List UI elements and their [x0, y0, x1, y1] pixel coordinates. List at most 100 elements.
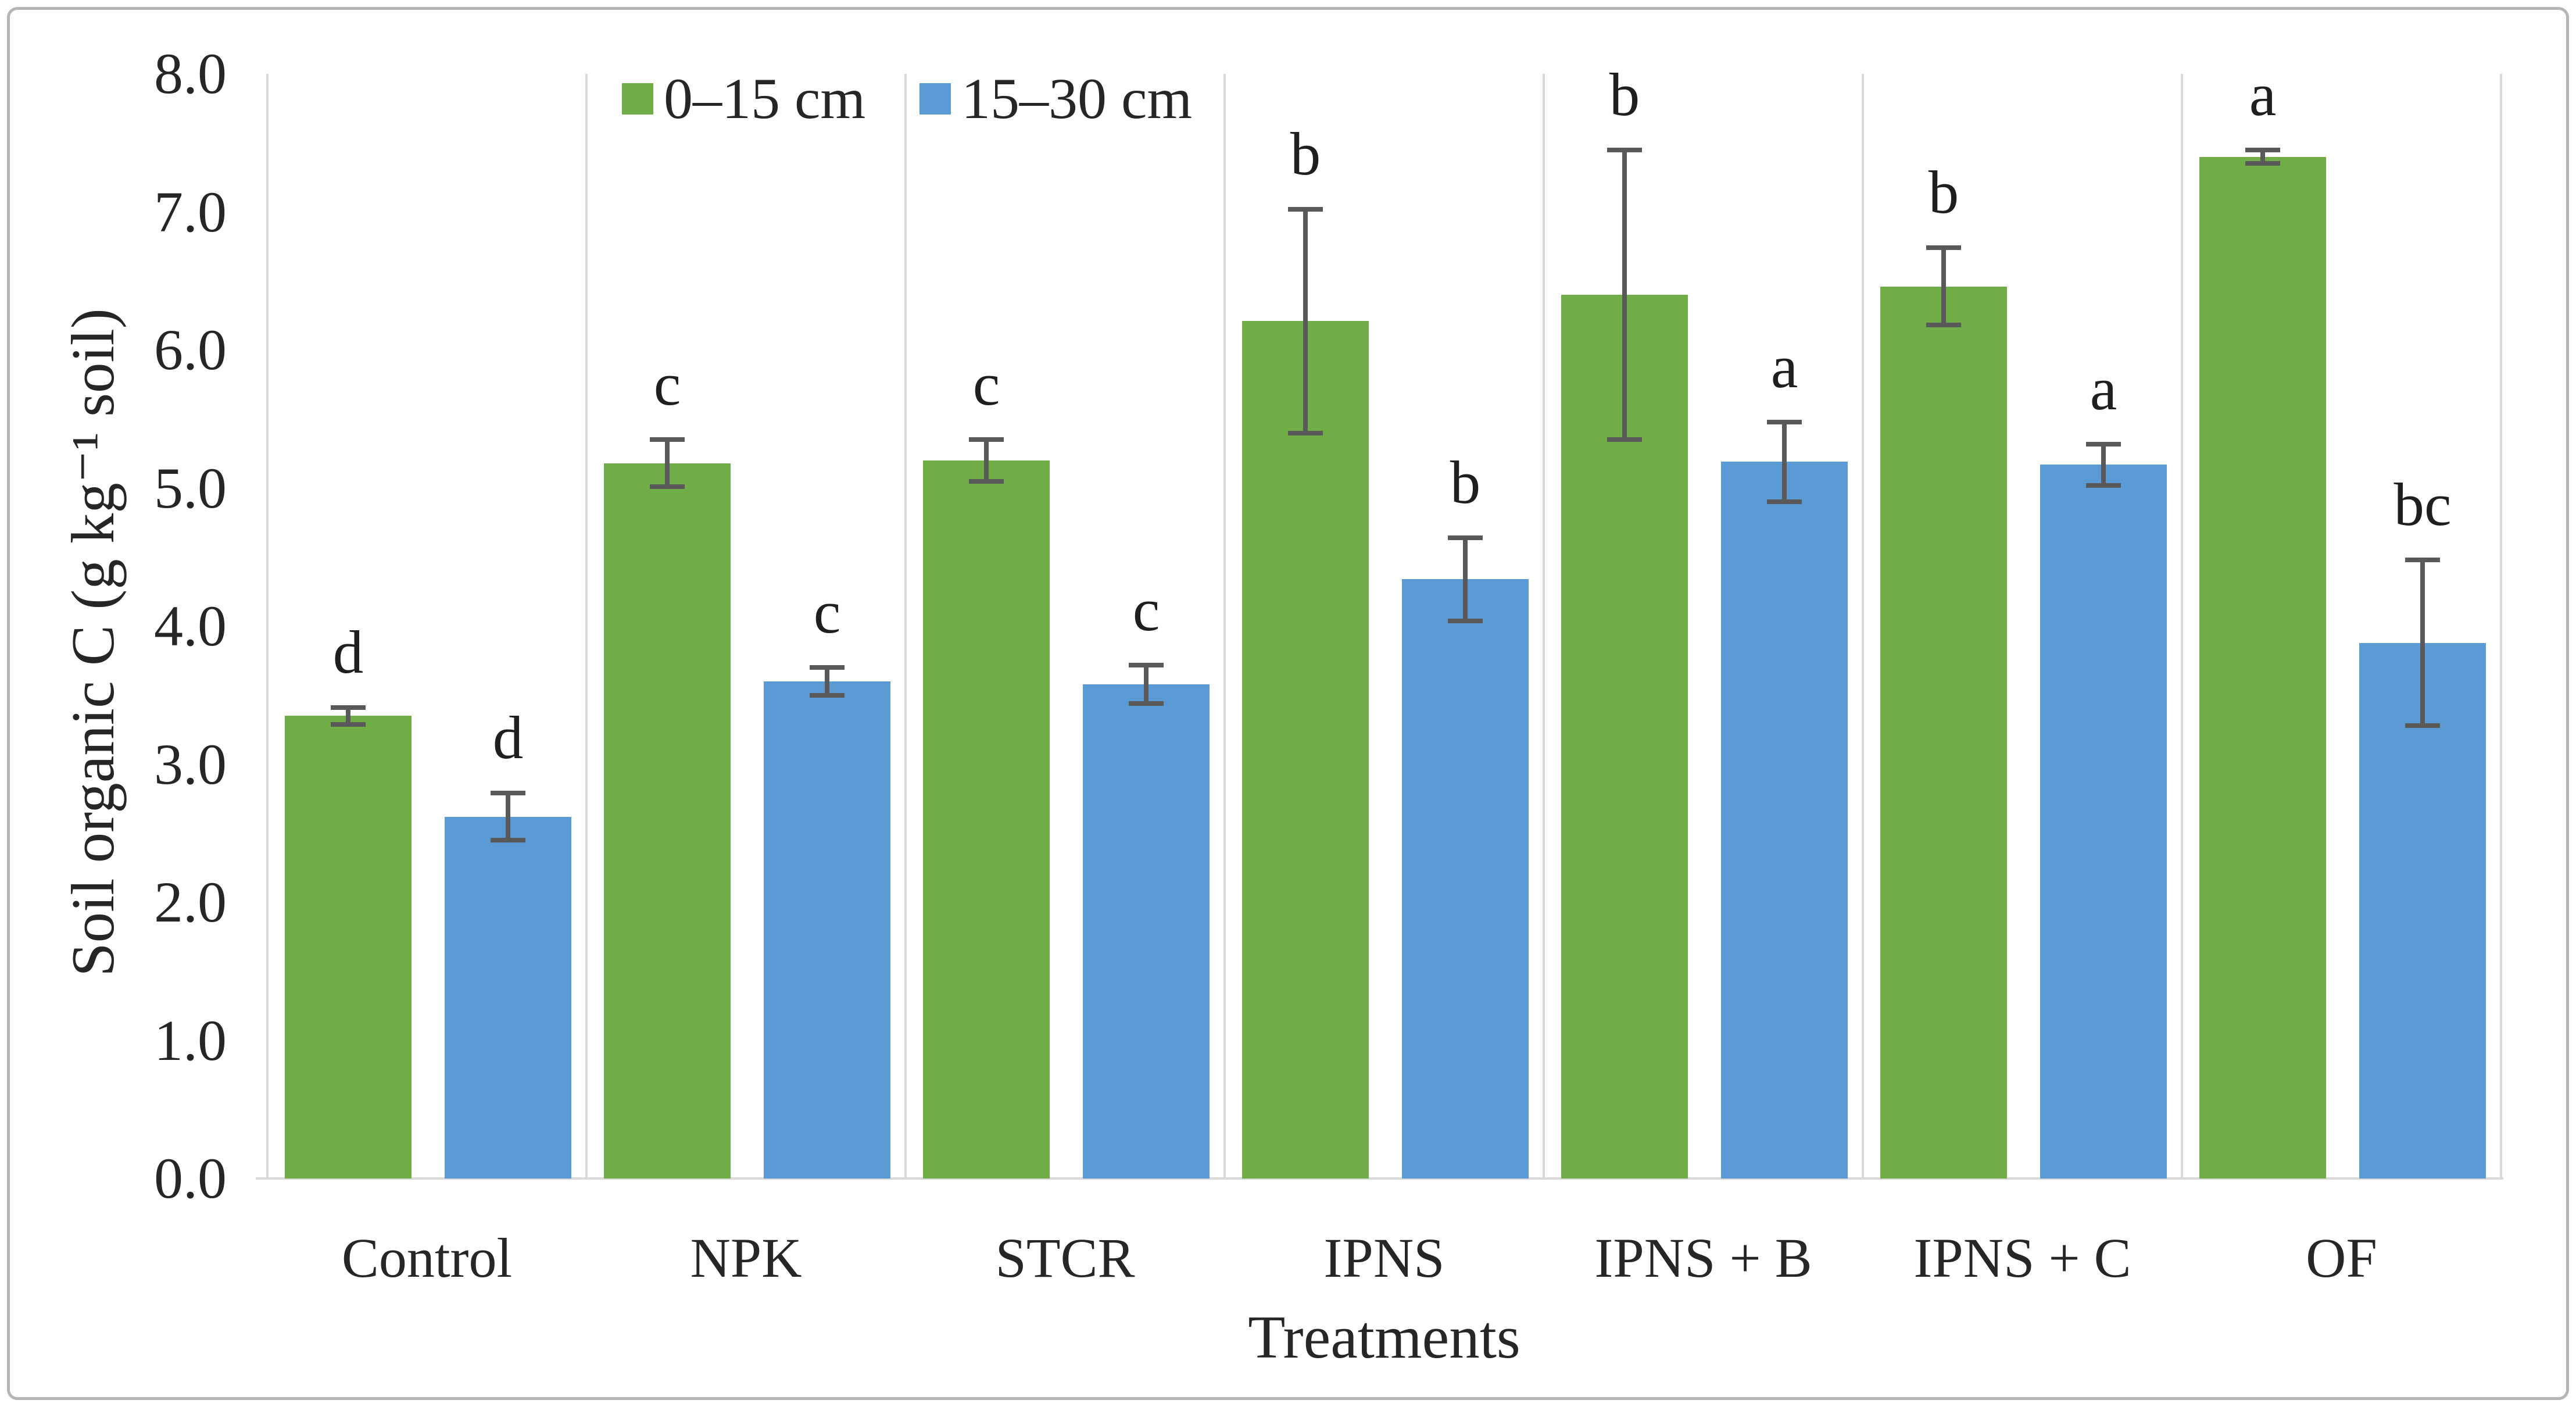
- category-label: IPNS + C: [1913, 1227, 2131, 1289]
- category-separator-gridline: [1543, 74, 1545, 1179]
- error-bar-cap: [1448, 618, 1483, 623]
- category-label: IPNS + B: [1594, 1227, 1812, 1289]
- significance-letter: b: [1609, 60, 1640, 128]
- error-bar-cap: [1448, 535, 1483, 540]
- error-bar-cap: [2086, 483, 2121, 488]
- error-bar-line: [984, 440, 989, 481]
- error-bar-cap: [1288, 206, 1323, 212]
- significance-letter: c: [653, 350, 681, 419]
- category-label: STCR: [995, 1227, 1135, 1289]
- legend-label: 15–30 cm: [961, 66, 1193, 131]
- bar-15–30 cm-IPNS: [1402, 579, 1529, 1179]
- error-bar-line: [1303, 209, 1308, 433]
- error-bar-cap: [1926, 245, 1961, 251]
- category-label: NPK: [690, 1227, 802, 1289]
- y-axis-tick-label: 8.0: [154, 41, 227, 106]
- error-bar-cap: [2405, 723, 2440, 728]
- category-label: Control: [341, 1227, 513, 1289]
- error-bar-cap: [969, 478, 1004, 484]
- error-bar-cap: [1129, 701, 1164, 706]
- error-bar-cap: [1129, 662, 1164, 667]
- x-axis-line: [256, 1177, 2503, 1180]
- error-bar-line: [1941, 248, 1946, 326]
- y-axis-tick-label: 1.0: [154, 1008, 227, 1073]
- significance-letter: a: [1770, 332, 1798, 401]
- category-label: IPNS: [1323, 1227, 1445, 1289]
- significance-letter: a: [2249, 60, 2277, 128]
- category-separator-gridline: [2500, 74, 2502, 1179]
- bar-0–15 cm-STCR: [923, 460, 1050, 1179]
- error-bar-cap: [331, 722, 366, 727]
- bar-15–30 cm-NPK: [764, 681, 890, 1179]
- error-bar-cap: [2245, 147, 2280, 152]
- category-separator-gridline: [904, 74, 907, 1179]
- y-axis-tick-label: 7.0: [154, 179, 227, 244]
- significance-letter: b: [1450, 448, 1481, 516]
- error-bar-cap: [2405, 558, 2440, 562]
- category-separator-gridline: [2181, 74, 2183, 1179]
- error-bar-cap: [1607, 147, 1642, 152]
- error-bar-cap: [810, 665, 845, 670]
- error-bar-line: [2101, 444, 2106, 485]
- y-axis-tick-label: 4.0: [154, 594, 227, 658]
- x-axis-title: Treatments: [1248, 1303, 1520, 1371]
- bar-0–15 cm-IPNS + C: [1880, 286, 2007, 1179]
- significance-letter: d: [332, 618, 364, 687]
- significance-letter: c: [1132, 575, 1160, 644]
- bar-15–30 cm-IPNS + C: [2040, 465, 2167, 1179]
- significance-letter: bc: [2393, 470, 2452, 538]
- bar-15–30 cm-Control: [445, 816, 571, 1179]
- significance-letter: d: [492, 704, 524, 772]
- error-bar-cap: [1288, 430, 1323, 435]
- bar-0–15 cm-Control: [285, 716, 412, 1179]
- category-label: OF: [2306, 1227, 2377, 1289]
- error-bar-cap: [1767, 419, 1802, 424]
- error-bar-cap: [969, 437, 1004, 442]
- category-separator-gridline: [585, 74, 588, 1179]
- legend: 0–15 cm 15–30 cm: [267, 66, 2501, 149]
- significance-letter: c: [813, 578, 841, 647]
- error-bar-cap: [1926, 323, 1961, 328]
- significance-letter: b: [1290, 119, 1321, 188]
- error-bar-cap: [1607, 437, 1642, 442]
- y-axis-line: [266, 74, 269, 1179]
- error-bar-cap: [2086, 441, 2121, 447]
- error-bar-cap: [331, 705, 366, 710]
- plot-area: 0–15 cm 15–30 cm d d c c c c b b b a b a a bc: [256, 60, 2503, 1180]
- y-axis-tick-label: 6.0: [154, 317, 227, 382]
- error-bar-cap: [2245, 161, 2280, 166]
- bar-15–30 cm-STCR: [1083, 684, 1210, 1179]
- significance-letter: a: [2090, 354, 2117, 423]
- bar-0–15 cm-NPK: [604, 463, 731, 1179]
- legend-label: 0–15 cm: [664, 66, 866, 131]
- error-bar-cap: [1767, 499, 1802, 505]
- y-axis-tick-label: 3.0: [154, 731, 227, 797]
- category-separator-gridline: [1862, 74, 1864, 1179]
- error-bar-line: [2420, 560, 2425, 726]
- bar-0–15 cm-IPNS: [1242, 321, 1369, 1179]
- error-bar-line: [346, 708, 350, 724]
- error-bar-cap: [491, 838, 525, 843]
- error-bar-line: [1622, 149, 1627, 440]
- error-bar-cap: [650, 437, 685, 442]
- y-axis-tick-label: 0.0: [154, 1146, 227, 1210]
- error-bar-line: [2260, 149, 2265, 164]
- error-bar-cap: [810, 692, 845, 698]
- error-bar-line: [665, 440, 670, 487]
- error-bar-line: [1782, 422, 1787, 502]
- y-axis-tick-label: 5.0: [154, 455, 227, 520]
- error-bar-line: [825, 667, 829, 695]
- error-bar-line: [1463, 538, 1468, 621]
- error-bar-line: [506, 793, 510, 841]
- legend-swatch-icon: [920, 83, 951, 115]
- category-separator-gridline: [1223, 74, 1226, 1179]
- bar-15–30 cm-IPNS + B: [1721, 462, 1848, 1179]
- significance-letter: b: [1928, 158, 1959, 227]
- y-axis-tick-label: 2.0: [154, 870, 227, 934]
- legend-swatch-icon: [622, 83, 653, 115]
- error-bar-cap: [650, 484, 685, 490]
- bar-15–30 cm-OF: [2359, 642, 2486, 1179]
- error-bar-cap: [491, 791, 525, 796]
- significance-letter: c: [972, 350, 1000, 419]
